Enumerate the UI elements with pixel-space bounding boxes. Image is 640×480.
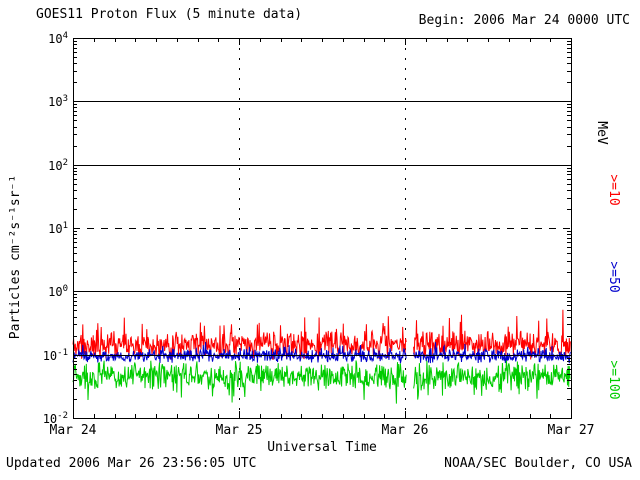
legend-50: >=50: [606, 261, 621, 293]
y-tick-label-1e0: 100: [48, 284, 68, 300]
y-tick-label-1e3: 103: [48, 94, 68, 110]
legend-10: >=10: [606, 174, 621, 206]
x-axis-label: Universal Time: [267, 440, 377, 455]
y-tick-label-1e1: 101: [48, 221, 68, 236]
y-axis-label: Particles cm⁻²s⁻¹sr⁻¹: [8, 174, 23, 340]
x-tick-label: Mar 26: [381, 423, 429, 438]
y-tick-label-1e2: 102: [48, 157, 68, 173]
x-tick-label: Mar 24: [49, 423, 97, 438]
x-tick-label: Mar 25: [215, 423, 263, 438]
series-100: [72, 360, 571, 404]
begin-timestamp: Begin: 2006 Mar 24 0000 UTC: [418, 13, 630, 28]
y-tick-label-1e-1: 10-1: [42, 347, 68, 363]
updated-timestamp: Updated 2006 Mar 26 23:56:05 UTC: [6, 456, 257, 471]
chart-title: GOES11 Proton Flux (5 minute data): [36, 7, 303, 22]
credit-label: NOAA/SEC Boulder, CO USA: [444, 456, 632, 471]
y-tick-label-1e-2: 10-2: [42, 411, 68, 426]
legend-100: >=100: [606, 360, 621, 400]
y-tick-label-1e4: 104: [48, 31, 68, 46]
x-tick-label: Mar 27: [547, 423, 595, 438]
